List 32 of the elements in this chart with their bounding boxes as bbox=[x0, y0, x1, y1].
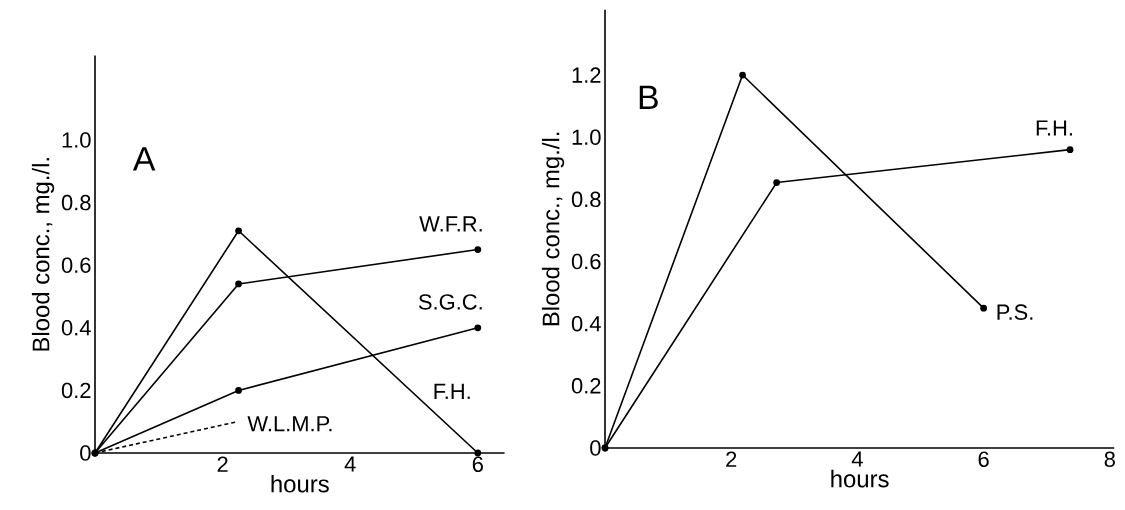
x-axis-title: hours bbox=[831, 469, 889, 488]
text: B bbox=[639, 85, 658, 110]
y-axis-title: Blood conc., mg./l. bbox=[31, 158, 55, 351]
x-tick-label: 2 bbox=[217, 456, 228, 472]
series-label: P.S. bbox=[997, 304, 1033, 320]
y-tick-label: 0.2 bbox=[61, 382, 91, 399]
series-label: S.G.C. bbox=[418, 294, 482, 310]
x-tick-label: 4 bbox=[344, 456, 356, 472]
y-tick-label: 0.4 bbox=[571, 315, 601, 332]
x-tick-label: 4 bbox=[851, 451, 863, 467]
y-tick-label: 0.4 bbox=[61, 320, 91, 336]
x-tick-label: 2 bbox=[726, 451, 737, 467]
x-tick-label: 6 bbox=[978, 451, 989, 468]
y-tick-label: 1.0 bbox=[572, 129, 601, 145]
text: A bbox=[132, 147, 156, 171]
x-tick-label: 8 bbox=[1104, 451, 1115, 468]
series-label: W.L.M.P. bbox=[247, 416, 332, 432]
y-tick-label: 0.8 bbox=[61, 194, 91, 211]
x-tick-label: 6 bbox=[472, 456, 483, 473]
series-label: W.F.R. bbox=[419, 216, 482, 232]
y-tick-label: 0.8 bbox=[571, 191, 601, 208]
series-label: F.H. bbox=[434, 383, 470, 399]
x-axis-title: hours bbox=[271, 474, 329, 493]
y-tick-label: 0.2 bbox=[571, 378, 601, 394]
series-label: F.H. bbox=[1036, 120, 1072, 136]
y-axis-title: Blood conc., mg./l. bbox=[541, 132, 565, 326]
y-tick-label: 0 bbox=[590, 440, 601, 456]
y-tick-label: 0 bbox=[80, 445, 91, 461]
y-tick-label: 0.6 bbox=[571, 253, 601, 270]
y-tick-label: 0.6 bbox=[61, 257, 91, 273]
y-tick-label: 1.0 bbox=[62, 132, 91, 148]
y-tick-label: 1.2 bbox=[572, 67, 601, 83]
